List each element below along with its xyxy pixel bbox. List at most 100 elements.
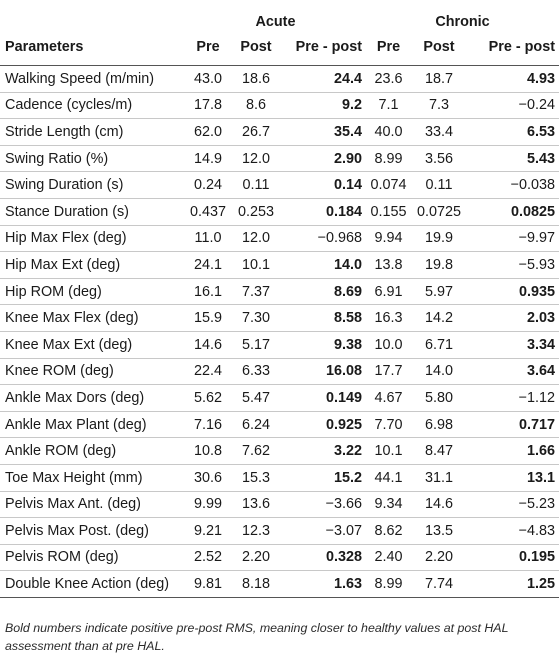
cell-acute-post: 0.11 <box>231 171 281 199</box>
table-row: Pelvis Max Post. (deg) 9.21 12.3 −3.07 8.62 1… <box>0 517 559 545</box>
cell-chronic-pre: 23.6 <box>366 65 411 93</box>
table-row: Knee ROM (deg) 22.4 6.33 16.08 17.7 14.0 3.64 <box>0 358 559 386</box>
cell-chronic-post: 14.0 <box>411 358 467 386</box>
cell-chronic-post: 33.4 <box>411 118 467 146</box>
table-row: Pelvis ROM (deg) 2.52 2.20 0.328 2.40 2.20 0.1… <box>0 544 559 572</box>
cell-chronic-pre-post: −0.24 <box>467 92 559 120</box>
cell-acute-pre: 2.52 <box>185 544 231 572</box>
cell-chronic-pre: 13.8 <box>366 251 411 279</box>
cell-chronic-pre-post: 6.53 <box>467 118 559 146</box>
cell-chronic-post: 14.2 <box>411 304 467 332</box>
cell-parameter: Walking Speed (m/min) <box>0 65 185 93</box>
cell-chronic-post: 6.71 <box>411 331 467 359</box>
cell-parameter: Ankle ROM (deg) <box>0 437 185 465</box>
table-row: Ankle ROM (deg) 10.8 7.62 3.22 10.1 8.47 1.66 <box>0 437 559 465</box>
cell-chronic-pre: 4.67 <box>366 384 411 412</box>
cell-acute-pre-post: 0.149 <box>281 384 366 412</box>
cell-acute-pre-post: 0.14 <box>281 171 366 199</box>
cell-acute-pre: 30.6 <box>185 464 231 492</box>
cell-acute-post: 6.33 <box>231 358 281 386</box>
cell-parameter: Double Knee Action (deg) <box>0 570 185 598</box>
table-row: Cadence (cycles/m) 17.8 8.6 9.2 7.1 7.3 −0.24 <box>0 92 559 120</box>
cell-acute-pre-post: −0.968 <box>281 225 366 253</box>
cell-acute-pre: 0.24 <box>185 171 231 199</box>
column-header-acute-pre-post: Pre - post <box>281 37 366 66</box>
table-row: Hip Max Ext (deg) 24.1 10.1 14.0 13.8 19.8 −5.… <box>0 251 559 279</box>
cell-acute-pre-post: 0.925 <box>281 411 366 439</box>
cell-acute-post: 15.3 <box>231 464 281 492</box>
cell-chronic-post: 7.74 <box>411 570 467 598</box>
cell-acute-pre: 11.0 <box>185 225 231 253</box>
cell-chronic-pre-post: 0.0825 <box>467 198 559 226</box>
cell-acute-pre: 9.21 <box>185 517 231 545</box>
cell-chronic-post: 7.3 <box>411 92 467 120</box>
cell-acute-pre-post: 8.69 <box>281 278 366 306</box>
table-row: Ankle Max Plant (deg) 7.16 6.24 0.925 7.70 6.… <box>0 411 559 439</box>
cell-chronic-post: 8.47 <box>411 437 467 465</box>
cell-acute-pre: 24.1 <box>185 251 231 279</box>
cell-chronic-pre: 8.62 <box>366 517 411 545</box>
cell-chronic-post: 5.97 <box>411 278 467 306</box>
column-header-acute-pre: Pre <box>185 37 231 66</box>
cell-parameter: Pelvis Max Ant. (deg) <box>0 491 185 519</box>
cell-parameter: Knee ROM (deg) <box>0 358 185 386</box>
table-row: Walking Speed (m/min) 43.0 18.6 24.4 23.6 18.… <box>0 65 559 93</box>
cell-acute-post: 12.0 <box>231 145 281 173</box>
cell-acute-pre-post: 14.0 <box>281 251 366 279</box>
cell-parameter: Ankle Max Dors (deg) <box>0 384 185 412</box>
cell-acute-pre: 43.0 <box>185 65 231 93</box>
cell-acute-pre: 9.99 <box>185 491 231 519</box>
cell-chronic-pre-post: 1.25 <box>467 570 559 598</box>
table-footnote: Bold numbers indicate positive pre-post … <box>5 621 509 653</box>
table-row: Knee Max Ext (deg) 14.6 5.17 9.38 10.0 6.71 3.… <box>0 331 559 359</box>
cell-acute-post: 6.24 <box>231 411 281 439</box>
cell-chronic-pre-post: 13.1 <box>467 464 559 492</box>
cell-chronic-pre-post: 0.717 <box>467 411 559 439</box>
cell-acute-post: 8.18 <box>231 570 281 598</box>
table-row: Hip Max Flex (deg) 11.0 12.0 −0.968 9.94 19.9… <box>0 225 559 253</box>
cell-acute-post: 7.62 <box>231 437 281 465</box>
cell-chronic-pre: 9.34 <box>366 491 411 519</box>
cell-acute-post: 10.1 <box>231 251 281 279</box>
cell-chronic-pre-post: −1.12 <box>467 384 559 412</box>
cell-acute-post: 5.17 <box>231 331 281 359</box>
cell-chronic-pre-post: −0.038 <box>467 171 559 199</box>
cell-chronic-pre: 8.99 <box>366 145 411 173</box>
cell-parameter: Stance Duration (s) <box>0 198 185 226</box>
cell-chronic-pre-post: 0.935 <box>467 278 559 306</box>
cell-acute-pre: 17.8 <box>185 92 231 120</box>
cell-chronic-pre-post: −9.97 <box>467 225 559 253</box>
cell-acute-pre-post: 0.328 <box>281 544 366 572</box>
cell-chronic-post: 19.9 <box>411 225 467 253</box>
table-row: Hip ROM (deg) 16.1 7.37 8.69 6.91 5.97 0.935 <box>0 278 559 306</box>
cell-chronic-pre-post: 3.64 <box>467 358 559 386</box>
cell-acute-pre-post: 8.58 <box>281 304 366 332</box>
cell-chronic-pre: 17.7 <box>366 358 411 386</box>
table-row: Toe Max Height (mm) 30.6 15.3 15.2 44.1 31.1 1… <box>0 464 559 492</box>
cell-chronic-pre: 8.99 <box>366 570 411 598</box>
cell-chronic-pre-post: −5.23 <box>467 491 559 519</box>
cell-acute-post: 7.37 <box>231 278 281 306</box>
cell-acute-pre: 10.8 <box>185 437 231 465</box>
cell-parameter: Hip Max Flex (deg) <box>0 225 185 253</box>
cell-chronic-post: 6.98 <box>411 411 467 439</box>
cell-acute-pre-post: 9.2 <box>281 92 366 120</box>
group-header-row: Acute Chronic <box>0 7 559 37</box>
cell-chronic-pre: 9.94 <box>366 225 411 253</box>
cell-acute-pre-post: 24.4 <box>281 65 366 93</box>
cell-parameter: Knee Max Flex (deg) <box>0 304 185 332</box>
cell-acute-pre-post: 0.184 <box>281 198 366 226</box>
table-row: Ankle Max Dors (deg) 5.62 5.47 0.149 4.67 5.8… <box>0 384 559 412</box>
cell-chronic-pre-post: 5.43 <box>467 145 559 173</box>
cell-chronic-pre-post: 0.195 <box>467 544 559 572</box>
cell-parameter: Hip Max Ext (deg) <box>0 251 185 279</box>
cell-acute-post: 12.0 <box>231 225 281 253</box>
column-header-parameters: Parameters <box>0 37 185 66</box>
table-row: Pelvis Max Ant. (deg) 9.99 13.6 −3.66 9.34 14… <box>0 491 559 519</box>
cell-chronic-post: 14.6 <box>411 491 467 519</box>
cell-acute-post: 12.3 <box>231 517 281 545</box>
cell-chronic-pre: 44.1 <box>366 464 411 492</box>
cell-acute-post: 5.47 <box>231 384 281 412</box>
table-row: Stance Duration (s) 0.437 0.253 0.184 0.155 0… <box>0 198 559 226</box>
cell-chronic-pre: 2.40 <box>366 544 411 572</box>
